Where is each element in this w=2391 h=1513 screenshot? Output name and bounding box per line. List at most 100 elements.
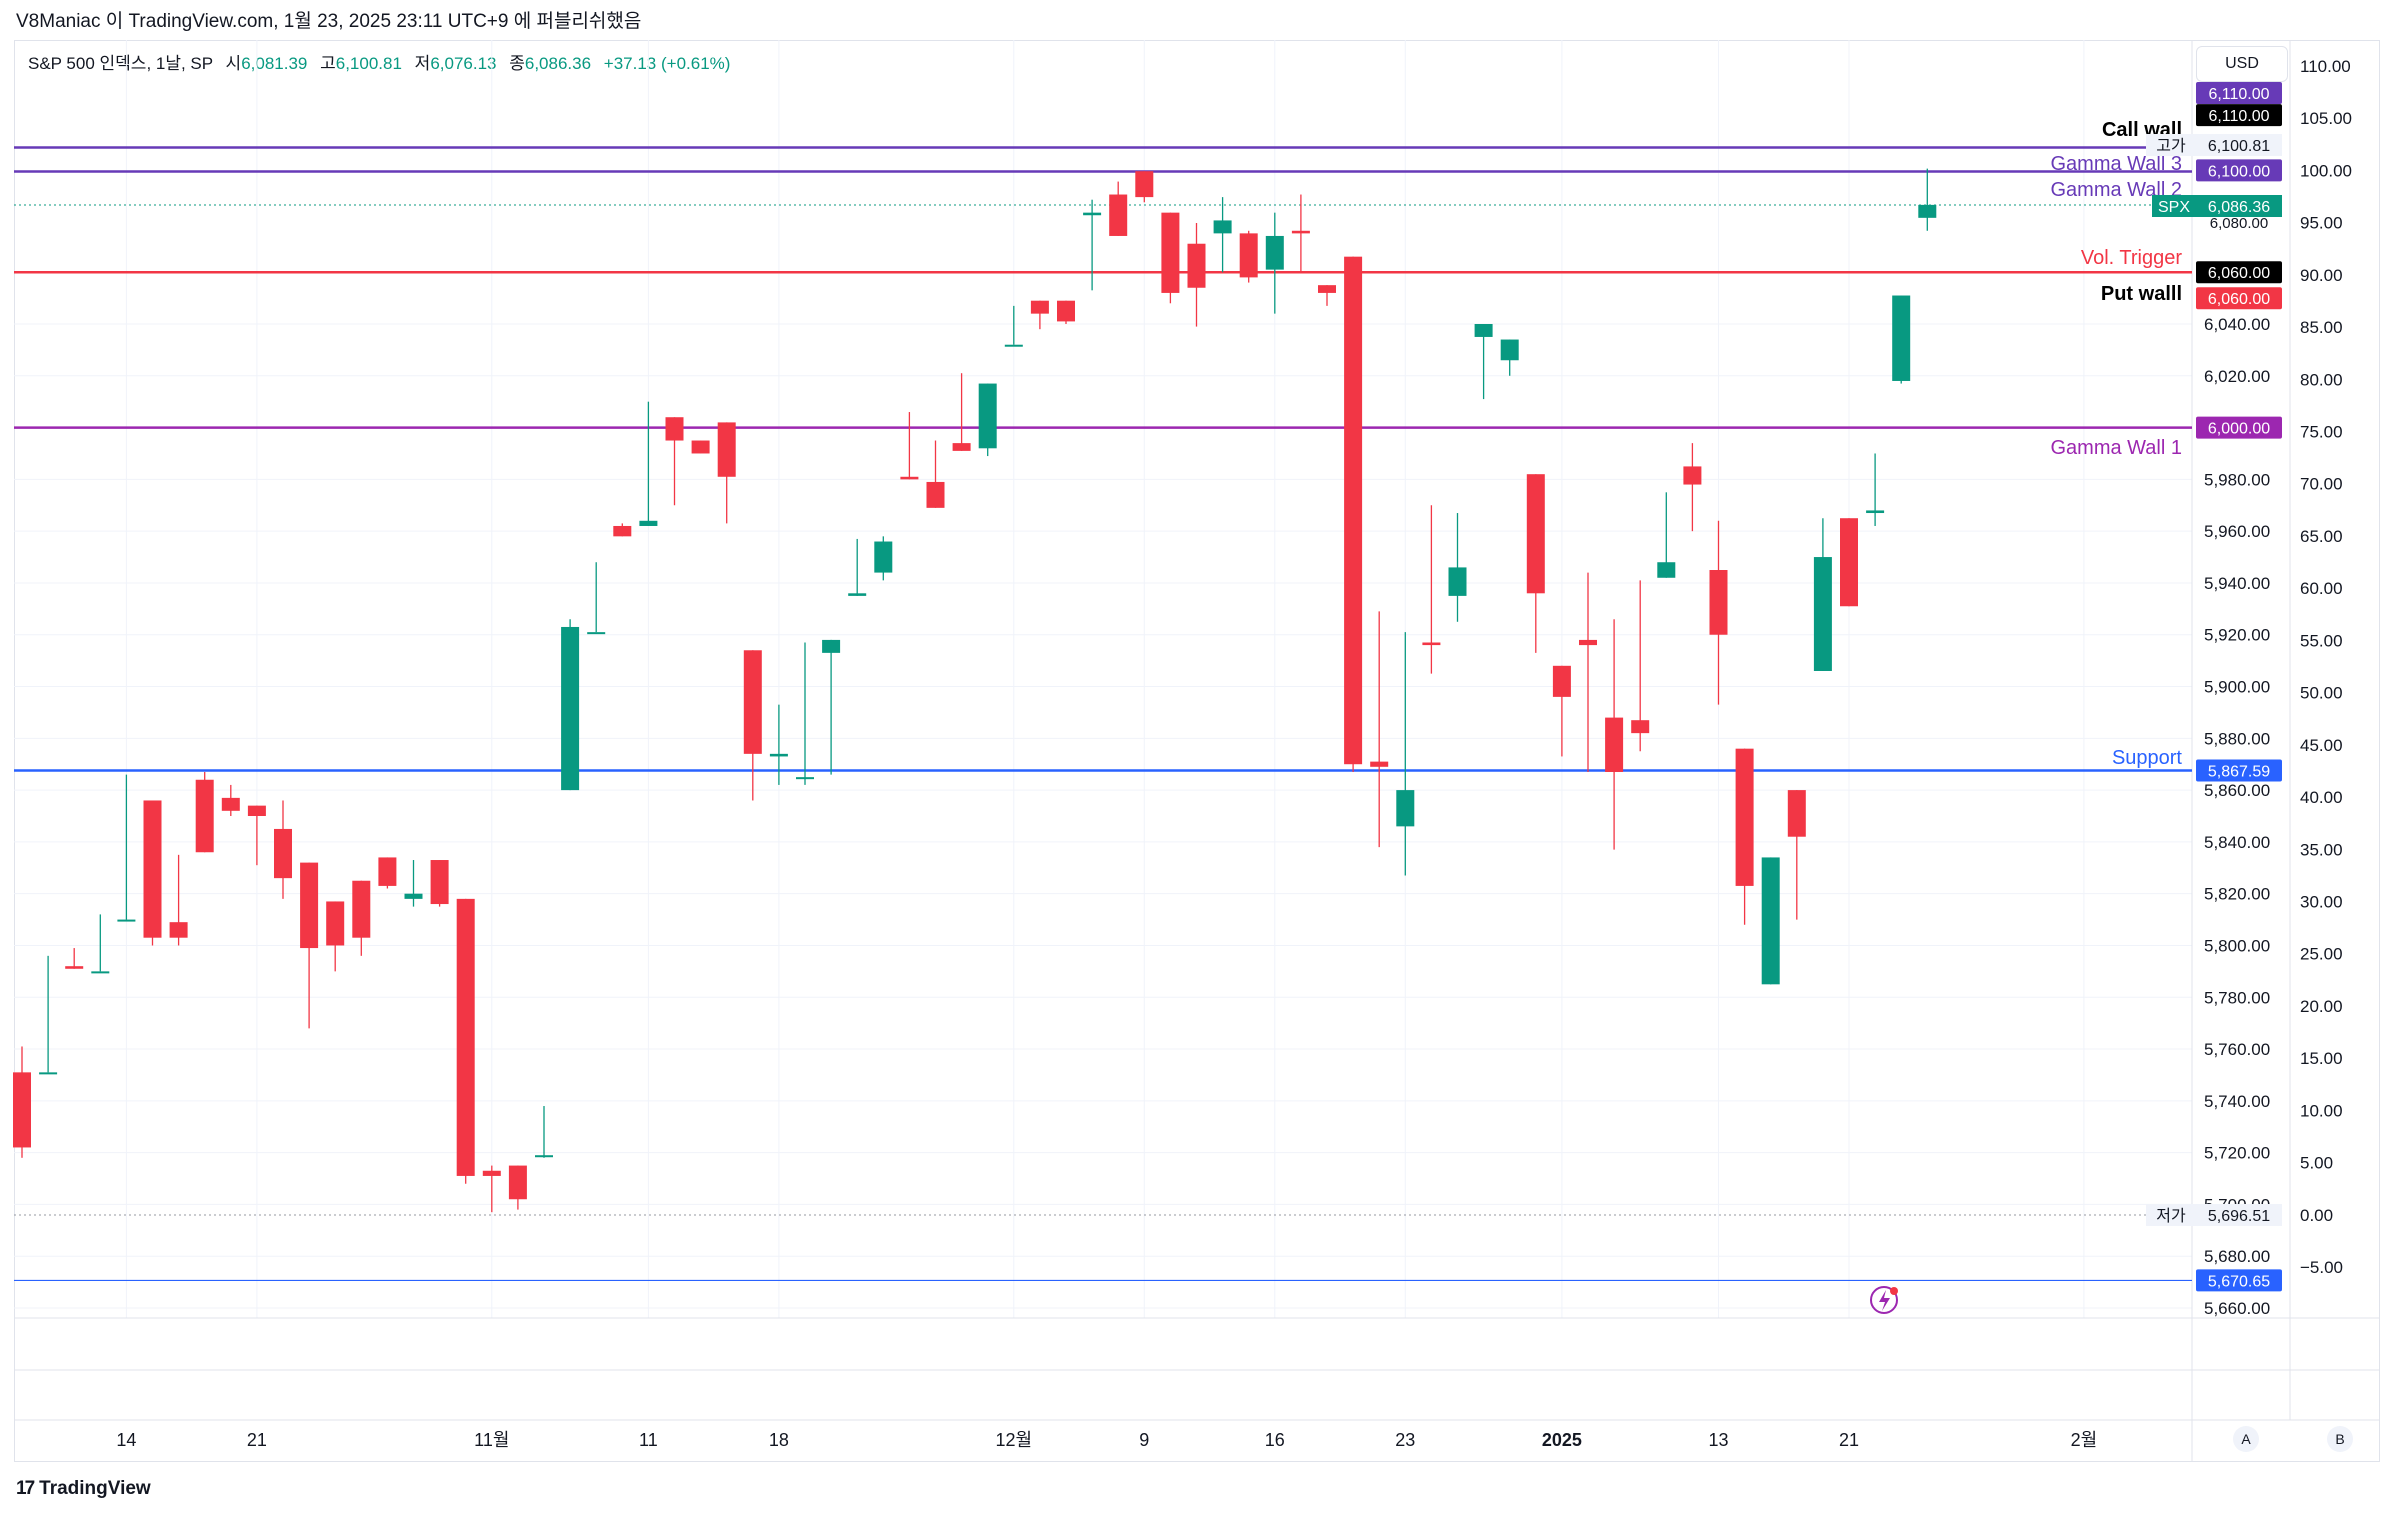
tradingview-logo-icon: 17	[16, 1478, 35, 1499]
candle-body	[639, 520, 658, 526]
candle-body	[65, 966, 84, 969]
candle-body	[1709, 570, 1728, 635]
symbol-legend: S&P 500 인덱스, 1날, SP 시6,081.39 고6,100.81 …	[28, 50, 730, 78]
candle-body	[613, 525, 632, 537]
open-label: 시	[225, 54, 242, 73]
lightning-icon-bolt	[1879, 1290, 1890, 1311]
candle-body	[1787, 790, 1806, 837]
candle-body	[169, 922, 188, 938]
time-tick-label: 11월	[474, 1430, 509, 1450]
candle-body	[1291, 230, 1310, 234]
gex-tick-label: 50.00	[2300, 684, 2343, 703]
level-label: Gamma Wall 1	[2050, 437, 2182, 459]
price-tick-label: 6,020.00	[2204, 367, 2270, 386]
candle-body	[143, 800, 162, 938]
gex-tick-label: 100.00	[2300, 161, 2352, 180]
gex-tick-label: 0.00	[2300, 1206, 2333, 1225]
candle-body	[822, 639, 841, 653]
candle-body	[769, 753, 788, 757]
time-tick-label: 14	[116, 1430, 136, 1450]
candle-body	[195, 779, 214, 853]
price-tick-label: 5,780.00	[2204, 988, 2270, 1007]
time-tick-label: 16	[1265, 1430, 1285, 1450]
auto-scale-button[interactable]: A	[2233, 1426, 2259, 1452]
price-tick-label: 5,680.00	[2204, 1247, 2270, 1266]
gex-tick-label: 85.00	[2300, 318, 2343, 337]
time-tick-label: 21	[247, 1430, 267, 1450]
candle-body	[1526, 474, 1545, 594]
candle-body	[404, 893, 423, 899]
gex-tick-label: 25.00	[2300, 945, 2343, 964]
candle-body	[1761, 857, 1780, 985]
log-scale-button[interactable]: B	[2327, 1426, 2353, 1452]
last-price-tick: 6,080.00	[2210, 215, 2268, 232]
price-axis: 6,040.00 6,020.00 5,980.00 5,960.00 5,940.00…	[2204, 315, 2270, 1318]
candle-body	[1109, 194, 1128, 236]
price-tick-label: 5,960.00	[2204, 522, 2270, 541]
candle-body	[1187, 243, 1206, 288]
candle-body	[1370, 761, 1389, 767]
price-tick-label: 5,760.00	[2204, 1040, 2270, 1059]
level-label: Gamma Wall 2	[2050, 179, 2182, 201]
time-tick-label: 13	[1708, 1430, 1728, 1450]
candle-body	[1422, 642, 1441, 646]
call-wall-tag: 6,110.00	[2208, 108, 2269, 125]
gex-tick-label: 10.00	[2300, 1101, 2343, 1120]
spx-marker-value: 6,086.36	[2208, 199, 2270, 216]
price-tick-label: 5,720.00	[2204, 1144, 2270, 1163]
price-tick-label: 5,880.00	[2204, 729, 2270, 748]
time-tick-label: 23	[1395, 1430, 1415, 1450]
lightning-icon	[1870, 1286, 1898, 1314]
currency-selector[interactable]: USD	[2196, 46, 2288, 82]
candle-body	[1605, 717, 1624, 772]
gamma-wall-1-tag-bg	[2196, 416, 2282, 439]
gex-tick-label: 105.00	[2300, 109, 2352, 128]
candles	[13, 168, 1937, 1213]
tradingview-brand: TradingView	[39, 1478, 151, 1499]
level-label: Put walll	[2101, 283, 2182, 305]
level-label: Support	[2112, 747, 2182, 769]
high-value: 6,100.81	[335, 54, 402, 73]
candle-body	[926, 481, 945, 508]
gamma-wall-1-tag: 6,000.00	[2208, 421, 2270, 438]
gex-axis: 110.00 105.00 100.00 95.00 90.00 85.00 80.00 75…	[2300, 57, 2352, 1277]
candle-body	[1396, 790, 1415, 827]
candle-body	[1161, 212, 1180, 293]
price-tags: 6,110.00 6,100.00 6,110.00 6,060.00 6,060.00…	[1870, 82, 2282, 1314]
candle-body	[952, 443, 971, 451]
lower-level-tag-bg	[2196, 1269, 2282, 1292]
time-tick-label: 2월	[2071, 1430, 2098, 1450]
gex-tick-label: 45.00	[2300, 736, 2343, 755]
spx-marker-label: SPX	[2158, 199, 2190, 216]
low-marker-value: 5,696.51	[2208, 1208, 2270, 1225]
open-value: 6,081.39	[241, 54, 308, 73]
price-tick-label: 5,860.00	[2204, 781, 2270, 800]
vol-trigger-tag-bg	[2196, 287, 2282, 310]
candle-body	[1631, 720, 1650, 734]
gamma-wall-3-tag-bg	[2196, 159, 2282, 182]
gex-tick-label: 15.00	[2300, 1049, 2343, 1068]
gex-tick-label: 70.00	[2300, 475, 2343, 494]
candle-body	[300, 862, 319, 949]
price-tick-label: 5,800.00	[2204, 936, 2270, 955]
gex-tick-label: 90.00	[2300, 266, 2343, 285]
symbol-name[interactable]: S&P 500 인덱스, 1날, SP	[28, 54, 213, 73]
gex-tick-label: 80.00	[2300, 370, 2343, 389]
candle-body	[1474, 324, 1493, 337]
high-marker-bg	[2146, 134, 2196, 156]
price-tick-label: 5,840.00	[2204, 833, 2270, 852]
spx-marker-bg	[2152, 195, 2196, 217]
candle-body	[1265, 235, 1284, 270]
close-value: 6,086.36	[524, 54, 592, 73]
gex-tick-label: 110.00	[2300, 57, 2351, 76]
candle-body	[978, 383, 997, 449]
high-marker-label: 고가	[2156, 137, 2186, 155]
time-axis: 14 21 11월 11 18 12월 9 16 23 2025 13 21 2월	[116, 1430, 2097, 1450]
change-value: +37.13 (+0.61%)	[603, 54, 731, 73]
candle-body	[1892, 295, 1911, 381]
candle-body	[247, 805, 266, 816]
candle-body	[691, 440, 710, 454]
candle-body	[1239, 233, 1258, 278]
gex-tick-label: 40.00	[2300, 788, 2343, 807]
